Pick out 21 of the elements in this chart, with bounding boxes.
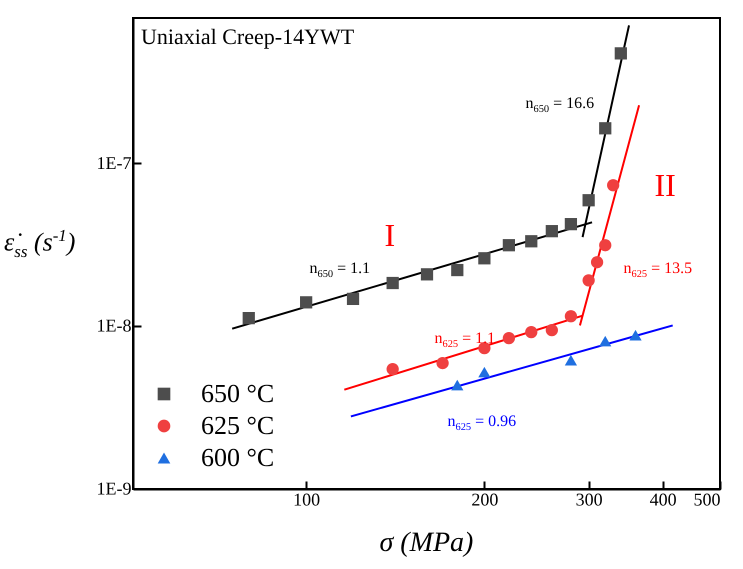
legend-label: 650 °C bbox=[201, 379, 274, 408]
y-tick-label: 1E-7 bbox=[96, 152, 132, 173]
x-tick-label: 200 bbox=[471, 490, 498, 510]
series-label: n$_{625}$ = 1.1 bbox=[434, 330, 496, 350]
x-tick-label: 100 bbox=[293, 490, 320, 510]
x-tick-label: 300 bbox=[576, 490, 603, 510]
x-tick-label: 500 bbox=[694, 490, 720, 510]
x-tick-label: 400 bbox=[650, 490, 677, 510]
legend-label: 600 °C bbox=[201, 443, 274, 472]
series-label: n$_{625}$ = 13.5 bbox=[624, 260, 692, 280]
annotation: I bbox=[384, 216, 396, 254]
y-axis-title: ε̇$_{ss}$ (s$^{-1}$) bbox=[4, 226, 76, 262]
legend-label: 625 °C bbox=[201, 411, 274, 440]
series-label: n$_{625}$ = 0.96 bbox=[448, 413, 516, 434]
y-tick-label: 1E-8 bbox=[96, 316, 132, 336]
x-axis-title: σ (MPa) bbox=[380, 527, 474, 559]
series-label: n$_{650}$ = 16.6 bbox=[526, 95, 594, 116]
chart-title: Uniaxial Creep-14YWT bbox=[141, 24, 354, 50]
annotation: II bbox=[654, 166, 676, 204]
y-tick-label: 1E-9 bbox=[96, 478, 132, 498]
series-label: n$_{650}$ = 1.1 bbox=[310, 260, 370, 280]
